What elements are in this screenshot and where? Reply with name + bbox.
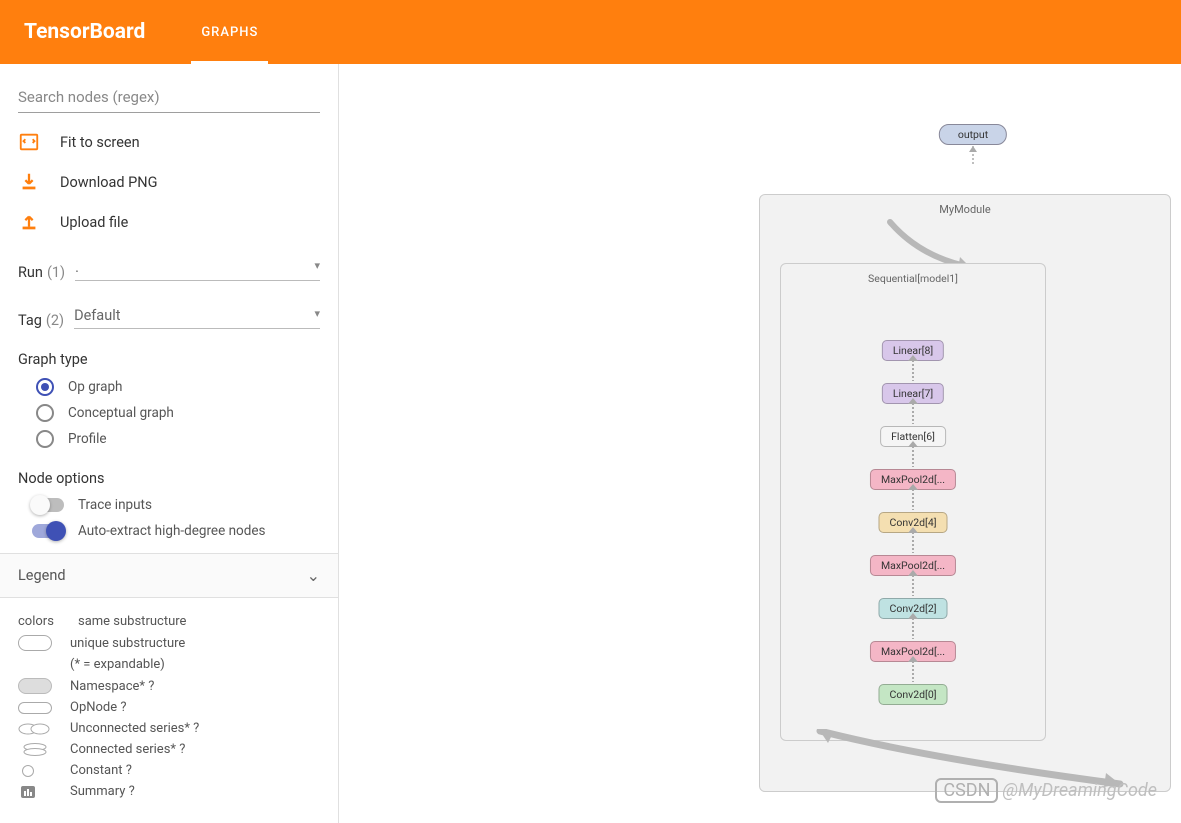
graph-node-mymodule[interactable]: MyModule Sequential[model1] Conv2d[0]Max… (759, 194, 1171, 792)
graph-edge (912, 446, 914, 467)
tag-label: Tag (18, 312, 42, 329)
radio-label: Profile (68, 431, 107, 447)
graph-edge (912, 360, 914, 381)
legend-expandable-note: (* = expandable) (70, 657, 165, 672)
radio-label: Op graph (68, 379, 122, 395)
legend-opnode: OpNode ? (70, 700, 127, 715)
legend-title: Legend (18, 567, 66, 584)
legend-unconnected: Unconnected series* ? (70, 721, 199, 736)
auto-extract-switch[interactable] (32, 524, 64, 538)
fit-screen-icon (18, 131, 40, 153)
auto-extract-label: Auto-extract high-degree nodes (78, 523, 265, 539)
csdn-badge: CSDN (935, 778, 998, 803)
edge-module-to-seq (860, 217, 980, 269)
download-label: Download PNG (60, 174, 158, 191)
graph-node-output[interactable]: output (939, 124, 1007, 145)
graph-edge (912, 532, 914, 553)
radio-icon (36, 430, 54, 448)
legend-constant: Constant ? (70, 763, 132, 778)
tab-graphs[interactable]: GRAPHS (193, 0, 266, 64)
run-selector-row: Run (1) . (18, 255, 320, 281)
graph-edge (912, 575, 914, 596)
auto-extract-row: Auto-extract high-degree nodes (32, 523, 320, 539)
trace-inputs-row: Trace inputs (32, 497, 320, 513)
tag-count: (2) (46, 312, 64, 329)
legend-summary: Summary ? (70, 784, 135, 799)
upload-icon (18, 211, 40, 233)
brand-title: TensorBoard (24, 20, 145, 44)
graph-type-title: Graph type (18, 351, 320, 368)
tag-selector-row: Tag (2) Default (18, 303, 320, 329)
graph-edge (912, 403, 914, 424)
upload-file-button[interactable]: Upload file (18, 211, 320, 233)
trace-inputs-label: Trace inputs (78, 497, 152, 513)
fit-to-screen-button[interactable]: Fit to screen (18, 131, 320, 153)
radio-icon (36, 404, 54, 422)
unique-sub-swatch (18, 635, 52, 651)
download-png-button[interactable]: Download PNG (18, 171, 320, 193)
summary-swatch (18, 785, 52, 799)
sequential-label: Sequential[model1] (781, 272, 1045, 285)
legend-unique-sub: unique substructure (70, 636, 185, 651)
graph-edge (912, 489, 914, 510)
legend-namespace: Namespace* ? (70, 679, 154, 694)
run-count: (1) (47, 264, 65, 281)
radio-icon (36, 378, 54, 396)
run-label: Run (18, 264, 43, 281)
radio-conceptual-graph[interactable]: Conceptual graph (36, 404, 320, 422)
tag-select[interactable]: Default (74, 303, 320, 329)
legend-colors-label: colors (18, 614, 78, 629)
graph-edge (912, 618, 914, 639)
graph-node-sequential[interactable]: Sequential[model1] Conv2d[0]MaxPool2d[..… (780, 263, 1046, 741)
namespace-swatch (18, 678, 52, 694)
upload-label: Upload file (60, 214, 128, 231)
node-options-title: Node options (18, 470, 320, 487)
unconnected-swatch (18, 722, 52, 736)
opnode-swatch (18, 702, 52, 714)
content-area: Fit to screen Download PNG Upload file R… (0, 64, 1181, 823)
sidebar: Fit to screen Download PNG Upload file R… (0, 64, 339, 823)
controls-panel[interactable]: Fit to screen Download PNG Upload file R… (0, 64, 338, 553)
radio-label: Conceptual graph (68, 405, 174, 421)
legend-same-sub: same substructure (78, 614, 186, 629)
run-select[interactable]: . (75, 255, 320, 281)
radio-profile[interactable]: Profile (36, 430, 320, 448)
legend-connected: Connected series* ? (70, 742, 185, 757)
connected-swatch (18, 743, 52, 757)
watermark-handle: @MyDreamingCode (1002, 780, 1157, 801)
radio-op-graph[interactable]: Op graph (36, 378, 320, 396)
search-input[interactable] (18, 82, 320, 113)
chevron-down-icon: ⌄ (307, 566, 320, 585)
graph-node-layer[interactable]: Conv2d[0] (879, 684, 948, 705)
graph-canvas[interactable]: output MyModule Sequential[model1] Conv2… (339, 64, 1181, 823)
graph-edge (912, 661, 914, 682)
legend-toggle[interactable]: Legend ⌄ (0, 553, 338, 598)
app-header: TensorBoard GRAPHS (0, 0, 1181, 64)
watermark: CSDN@MyDreamingCode (935, 778, 1157, 803)
mymodule-label: MyModule (760, 203, 1170, 216)
spacer (18, 658, 52, 672)
fit-label: Fit to screen (60, 134, 140, 151)
constant-swatch (18, 764, 52, 778)
download-icon (18, 171, 40, 193)
graph-type-group: Op graph Conceptual graph Profile (18, 378, 320, 448)
legend-body: colors same substructure unique substruc… (0, 598, 338, 823)
trace-inputs-switch[interactable] (32, 498, 64, 512)
